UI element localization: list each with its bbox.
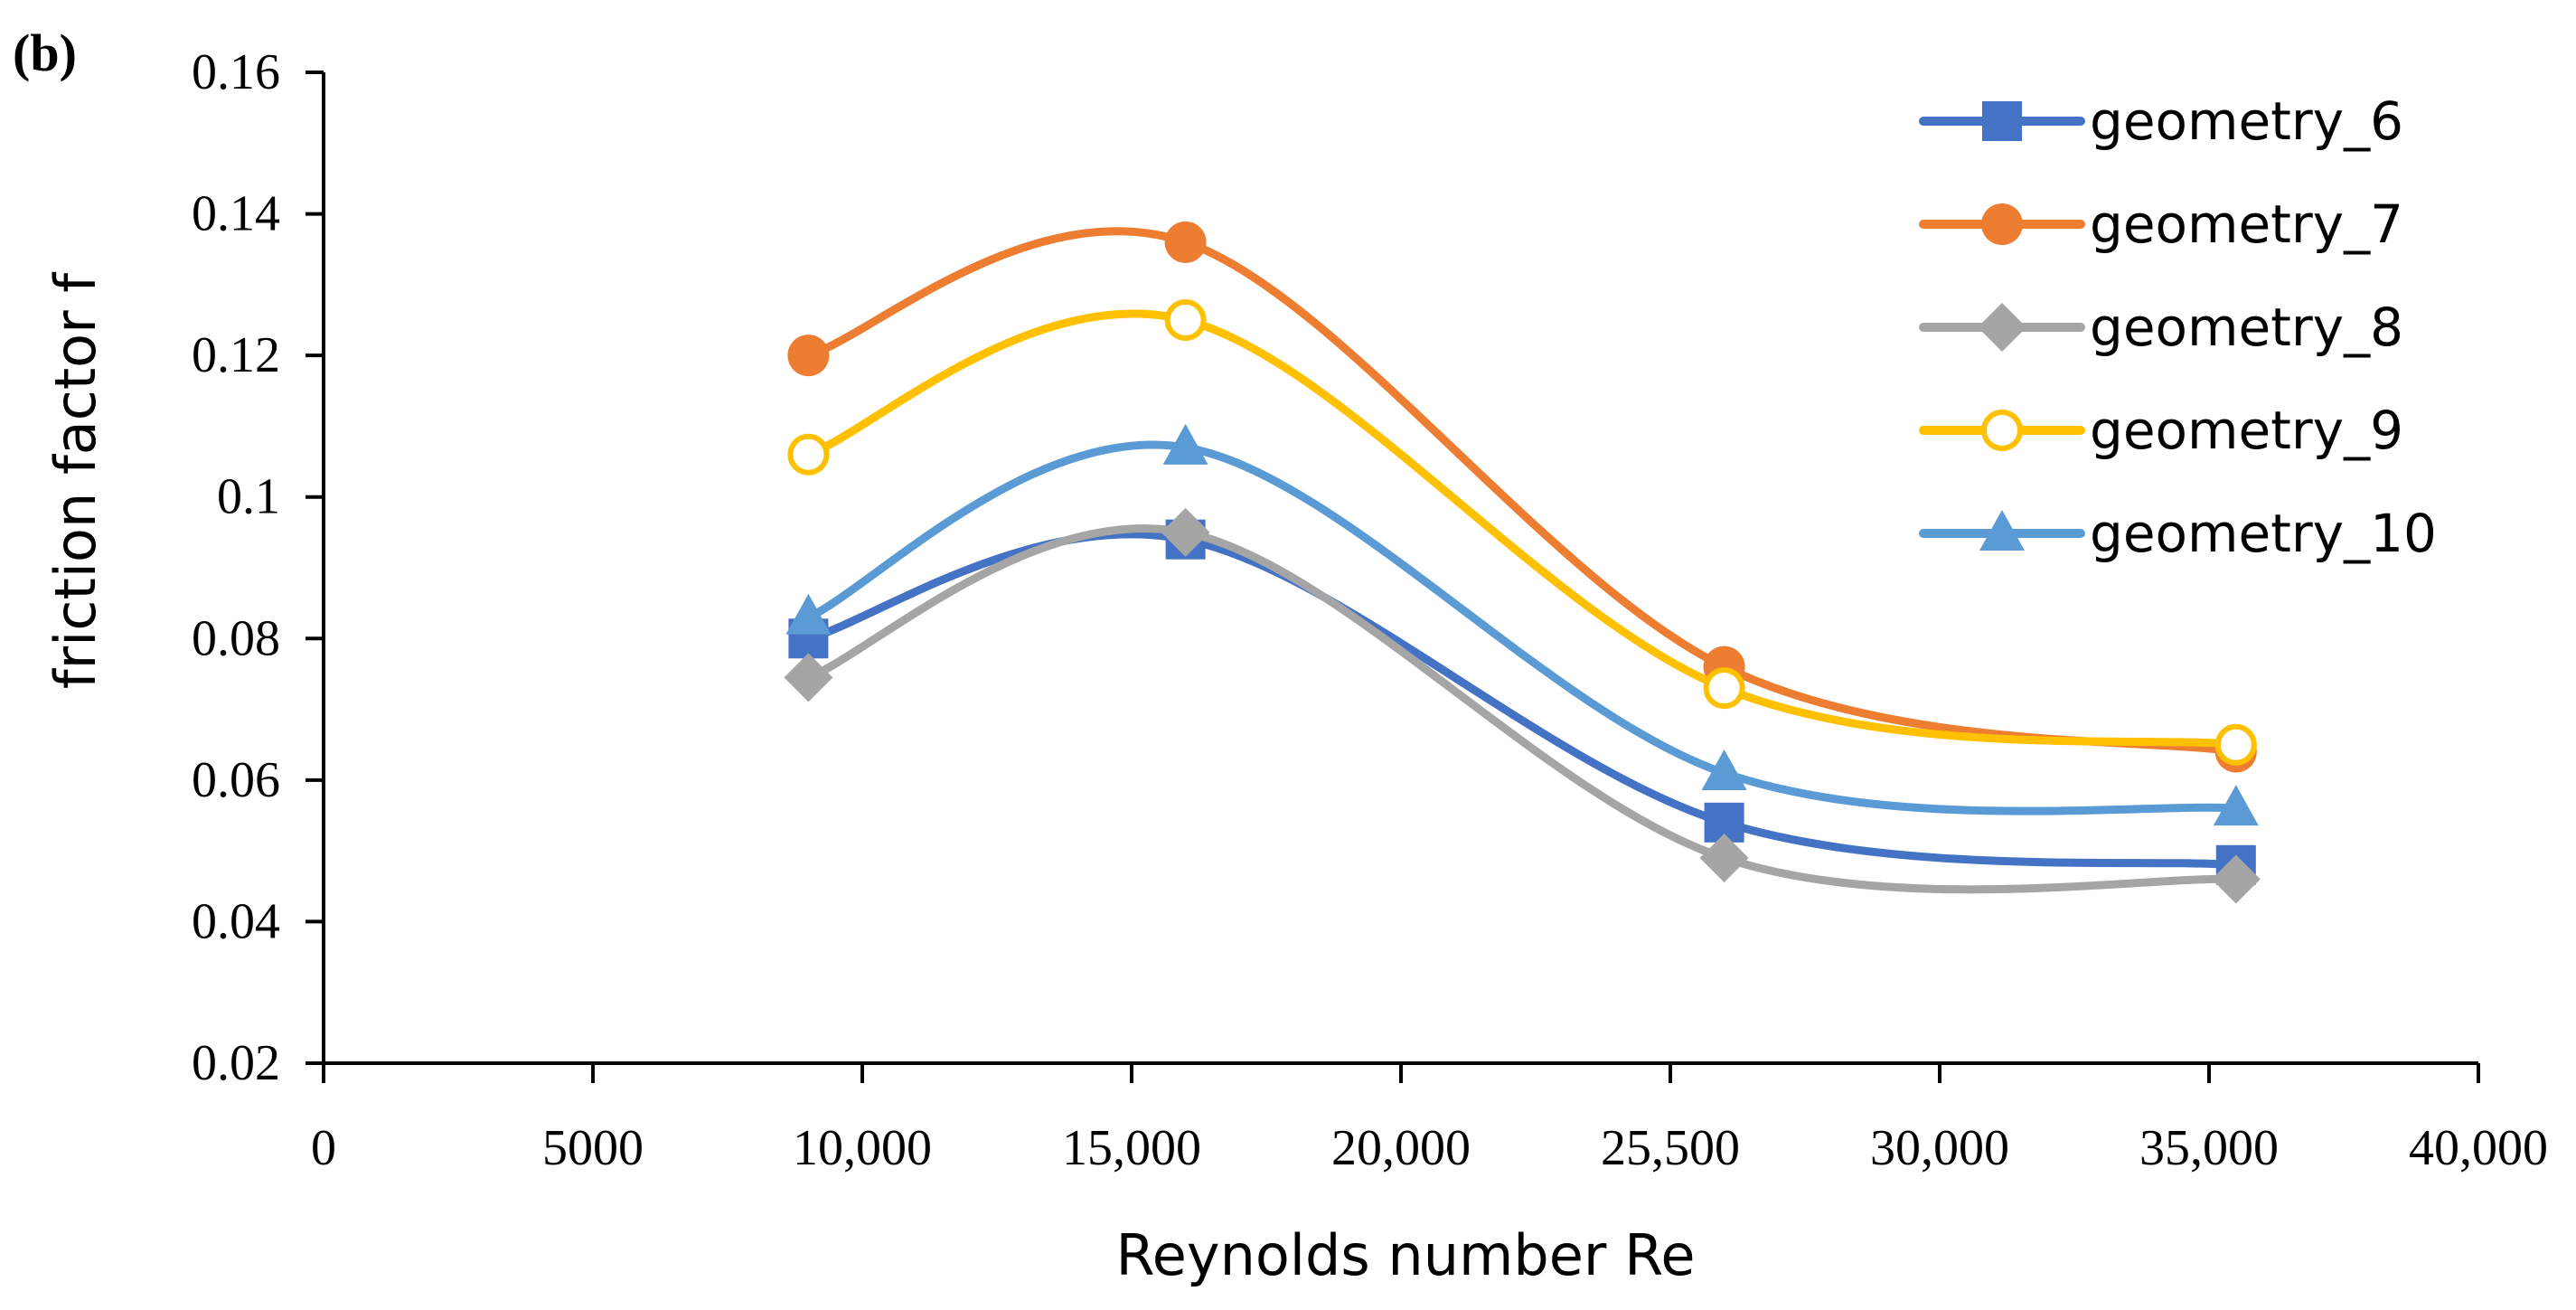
- legend-label: geometry_9: [2090, 400, 2403, 461]
- series-geometry-10: [785, 423, 2259, 826]
- x-tick-label: 25,500: [1601, 1120, 1740, 1176]
- legend-label: geometry_7: [2090, 193, 2403, 255]
- y-tick-label: 0.08: [192, 610, 280, 666]
- legend-item: geometry_8: [1919, 297, 2403, 358]
- series-geometry-6: [788, 519, 2256, 885]
- series-line: [804, 523, 2241, 894]
- x-axis-title: Reynolds number Re: [1115, 1222, 1695, 1288]
- legend-swatch-marker: [1981, 203, 2023, 245]
- series-line: [804, 309, 2241, 749]
- data-point: [2213, 785, 2259, 826]
- legend: geometry_6 geometry_7 geometry_8 geometry_9…: [1919, 90, 2437, 564]
- x-tick-label: 30,000: [1870, 1120, 2009, 1176]
- series-line: [804, 530, 2241, 870]
- series-line: [804, 227, 2241, 757]
- data-point: [787, 433, 830, 476]
- y-tick-label: 0.14: [192, 186, 280, 242]
- data-point: [787, 335, 830, 377]
- legend-item: geometry_6: [1919, 90, 2403, 152]
- data-point: [1699, 833, 1749, 882]
- data-point: [1164, 221, 1207, 263]
- data-point: [784, 653, 833, 702]
- legend-item: geometry_9: [1919, 400, 2403, 461]
- legend-item: geometry_7: [1919, 193, 2403, 255]
- axes: 0.02 0.04 0.06 0.08 0.1 0.12 0.14 0.16 0 5000 10,0…: [192, 44, 2548, 1176]
- y-tick-label: 0.02: [192, 1035, 280, 1091]
- data-point: [1161, 507, 1210, 557]
- y-axis-title: friction factor f: [42, 271, 108, 689]
- data-point: [1701, 749, 1747, 791]
- data-point: [2211, 854, 2261, 904]
- data-point: [2214, 723, 2257, 766]
- x-tick-label: 35,000: [2139, 1120, 2279, 1176]
- legend-swatch-marker: [1979, 510, 2025, 551]
- series-geometry-7: [787, 221, 2257, 773]
- x-tick-label: 5000: [542, 1120, 644, 1176]
- legend-swatch-marker: [1981, 410, 2023, 451]
- legend-label: geometry_8: [2090, 297, 2403, 358]
- legend-label: geometry_10: [2090, 503, 2437, 564]
- series-layer: [784, 221, 2261, 904]
- x-tick-label: 20,000: [1331, 1120, 1471, 1176]
- legend-item: geometry_10: [1919, 503, 2437, 564]
- x-tick-label: 10,000: [793, 1120, 932, 1176]
- data-point: [1703, 667, 1745, 710]
- series-geometry-9: [787, 299, 2257, 766]
- series-line: [804, 440, 2241, 815]
- y-tick-label: 0.16: [192, 44, 280, 100]
- x-tick-label: 15,000: [1062, 1120, 1201, 1176]
- data-point: [1162, 423, 1208, 465]
- data-point: [1164, 299, 1207, 341]
- legend-swatch-marker: [1982, 101, 2022, 141]
- panel-label: (b): [13, 24, 77, 82]
- y-tick-label: 0.06: [192, 752, 280, 808]
- y-tick-label: 0.1: [217, 469, 280, 525]
- series-geometry-8: [784, 507, 2261, 904]
- legend-label: geometry_6: [2090, 90, 2403, 152]
- y-tick-label: 0.04: [192, 893, 280, 949]
- data-point: [785, 593, 832, 635]
- y-tick-label: 0.12: [192, 327, 280, 383]
- legend-swatch-marker: [1978, 303, 2026, 352]
- x-tick-label: 0: [311, 1120, 336, 1176]
- x-tick-label: 40,000: [2409, 1120, 2548, 1176]
